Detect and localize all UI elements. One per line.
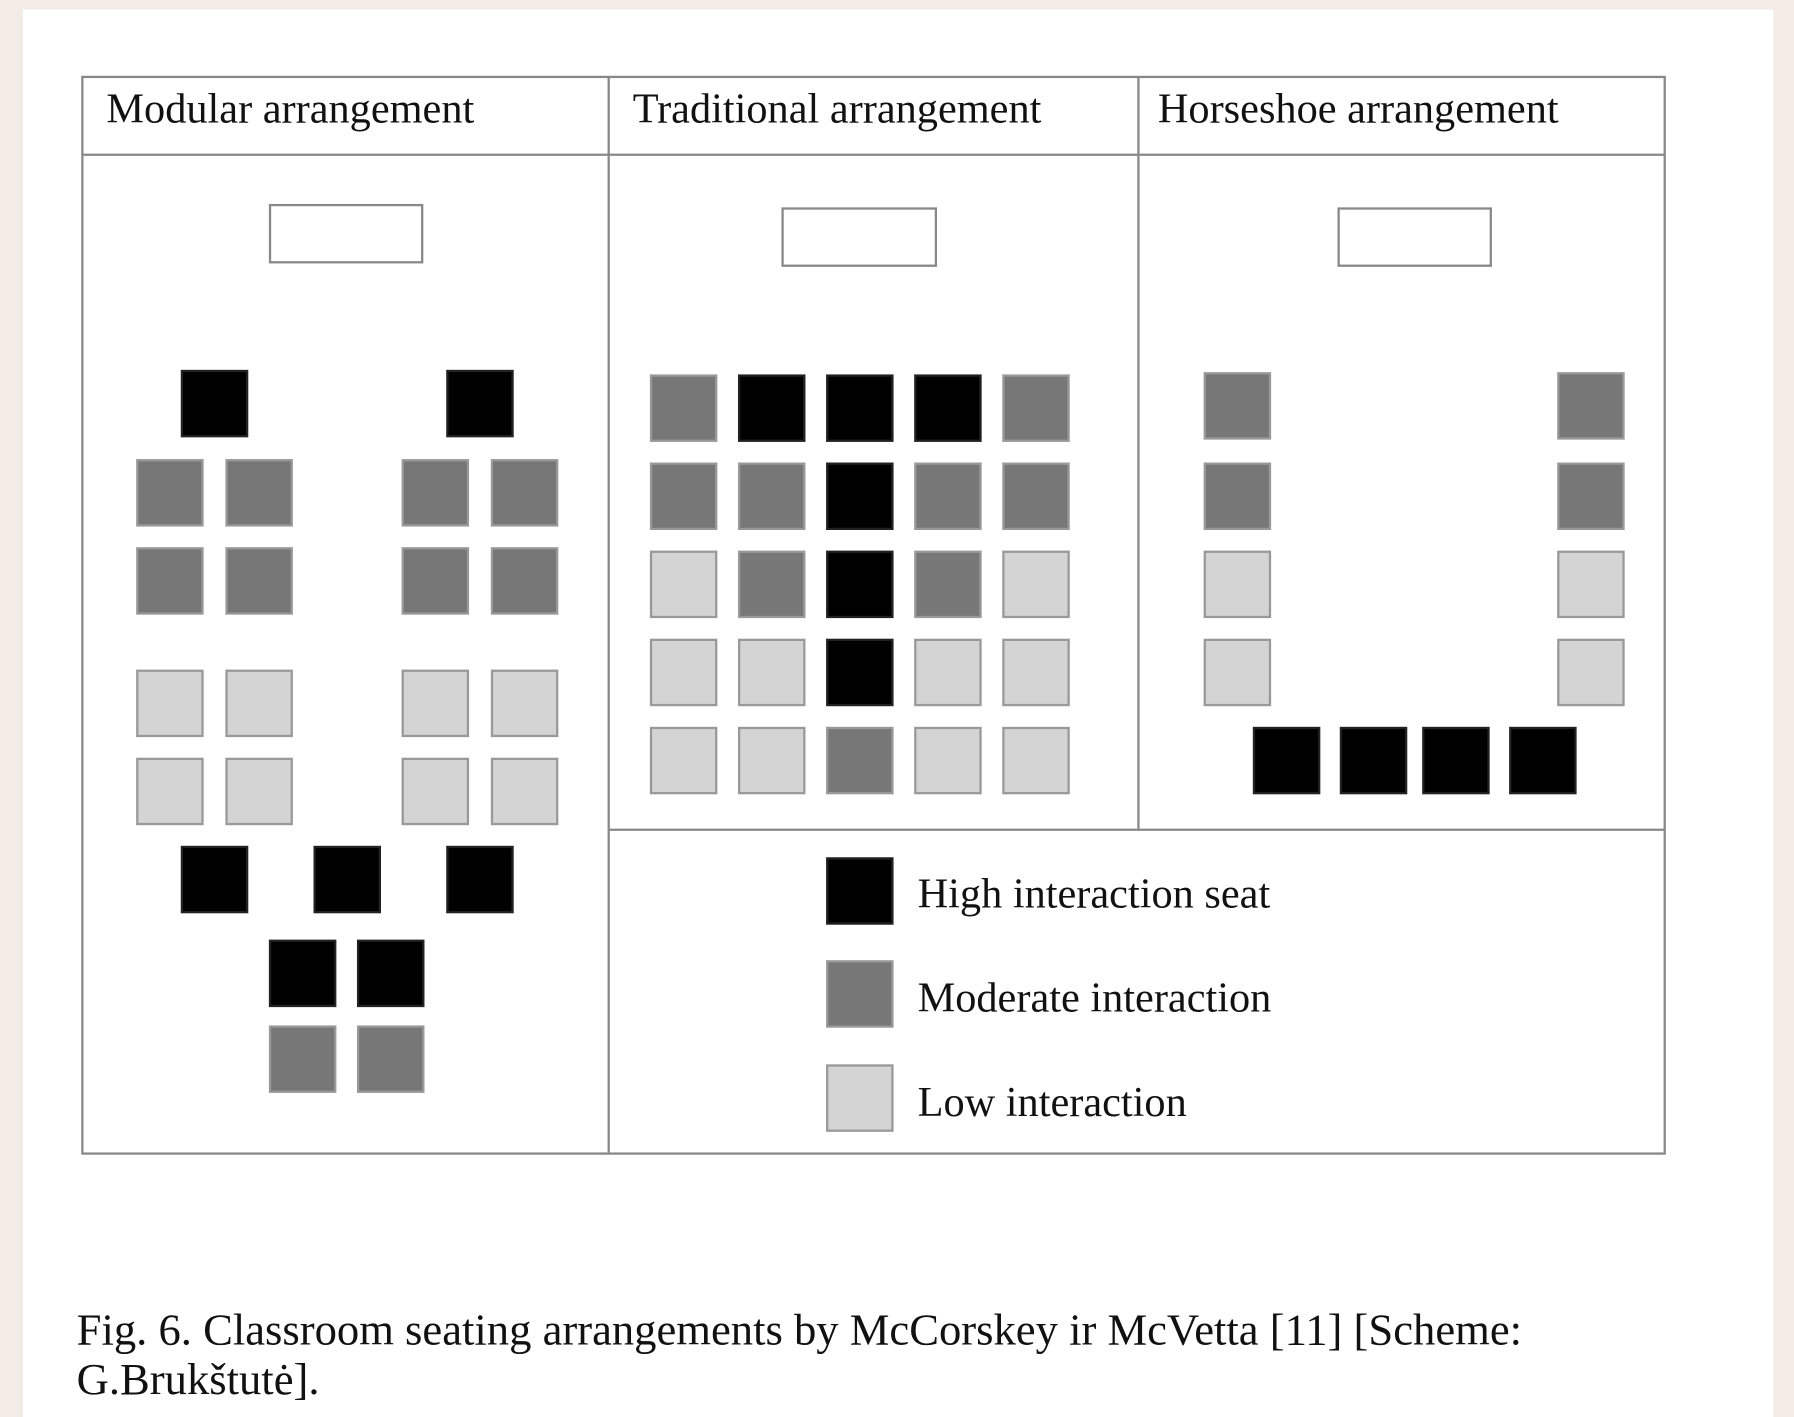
legend-swatch — [826, 960, 894, 1028]
seat — [136, 757, 204, 826]
seat — [225, 757, 293, 826]
seat — [136, 459, 204, 527]
seat — [1339, 726, 1408, 795]
seat — [914, 638, 982, 707]
seat — [826, 374, 894, 442]
seat — [737, 638, 806, 707]
seat — [401, 757, 470, 826]
seat — [914, 374, 982, 442]
seat — [914, 550, 982, 619]
legend-swatch — [826, 1064, 894, 1132]
seat — [914, 726, 982, 795]
seat — [649, 374, 718, 442]
seat — [401, 669, 470, 738]
seat — [1557, 550, 1625, 619]
seats — [136, 369, 1625, 1132]
seat — [737, 726, 806, 795]
seat — [490, 757, 559, 826]
teacher-desk — [1337, 207, 1492, 267]
teacher-desk — [268, 203, 424, 264]
seat — [1252, 726, 1321, 795]
seat — [737, 462, 806, 531]
panel-title: Horseshoe arrangement — [1158, 86, 1559, 133]
seat — [914, 462, 982, 531]
seat — [737, 550, 806, 619]
seat — [356, 939, 425, 1008]
seat — [737, 374, 806, 442]
seat — [225, 669, 293, 738]
seat — [313, 845, 381, 914]
seat — [826, 462, 894, 531]
seat — [1557, 638, 1625, 707]
seat — [490, 669, 559, 738]
seat — [1203, 638, 1272, 707]
table-frame — [81, 75, 1666, 1155]
seat — [225, 547, 293, 615]
seat — [649, 638, 718, 707]
seat — [1002, 726, 1070, 795]
seat — [401, 547, 470, 615]
seat — [490, 459, 559, 527]
seat — [1509, 726, 1577, 795]
seat — [1422, 726, 1490, 795]
seat — [1557, 462, 1625, 531]
seat — [401, 459, 470, 527]
seat — [1203, 462, 1272, 531]
seat — [356, 1025, 425, 1093]
seat — [225, 459, 293, 527]
seat — [826, 726, 894, 795]
legend-swatch — [826, 857, 894, 925]
seat — [1203, 372, 1272, 440]
seat — [1002, 550, 1070, 619]
seat — [649, 462, 718, 531]
teacher-desk — [781, 207, 938, 267]
seat — [180, 369, 249, 438]
panel-title: Modular arrangement — [106, 86, 474, 133]
seat — [268, 1025, 337, 1093]
caption-line: G.Brukštutė]. — [77, 1354, 320, 1404]
caption-line: Fig. 6. Classroom seating arrangements b… — [77, 1305, 1522, 1355]
seat — [1203, 550, 1272, 619]
seat — [1002, 462, 1070, 531]
legend-label: Moderate interaction — [918, 975, 1272, 1022]
legend-label: Low interaction — [918, 1079, 1187, 1126]
seat — [1002, 638, 1070, 707]
seat — [826, 638, 894, 707]
seat — [136, 669, 204, 738]
seat — [649, 550, 718, 619]
seat — [1557, 372, 1625, 440]
seat — [446, 369, 514, 438]
seat — [268, 939, 337, 1008]
seat — [180, 845, 249, 914]
seat — [136, 547, 204, 615]
seat — [490, 547, 559, 615]
seat — [1002, 374, 1070, 442]
legend-label: High interaction seat — [918, 871, 1271, 918]
panel-title: Traditional arrangement — [633, 86, 1042, 133]
seat — [649, 726, 718, 795]
seat — [446, 845, 514, 914]
seat — [826, 550, 894, 619]
